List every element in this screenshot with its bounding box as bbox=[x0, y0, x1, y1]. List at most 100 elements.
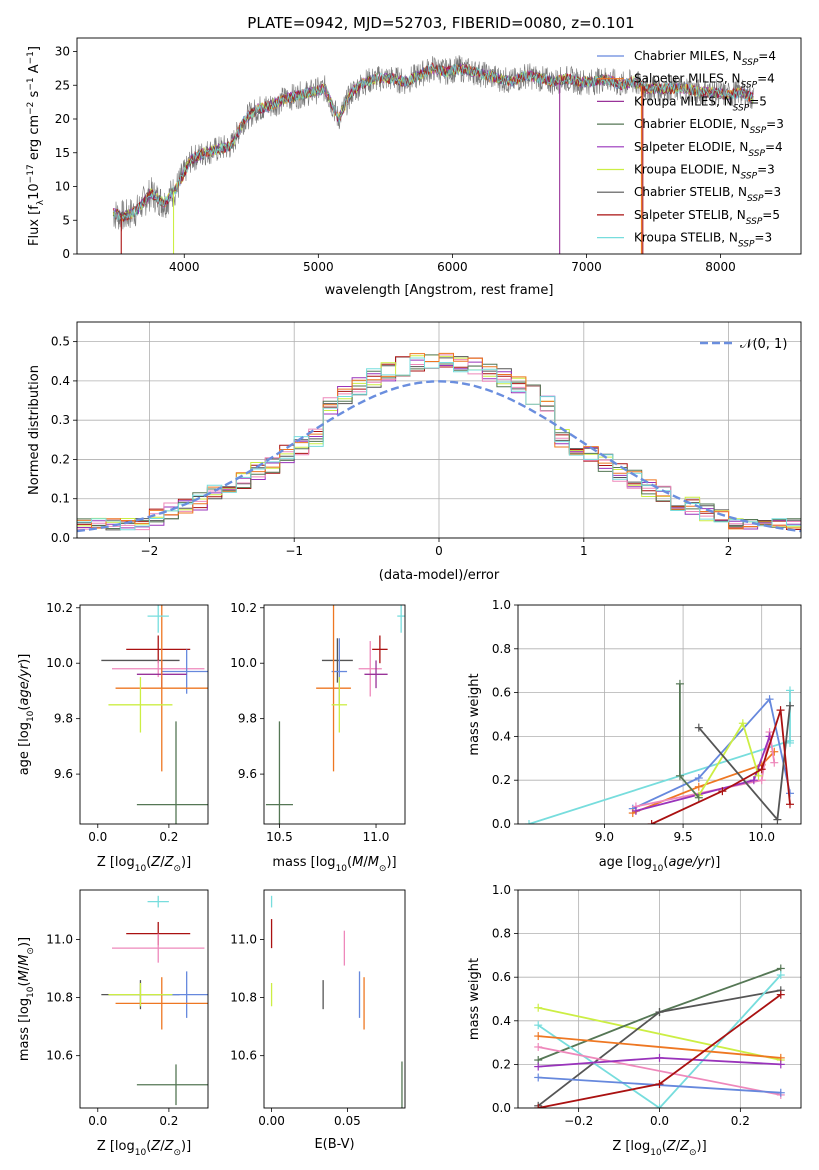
label-part: =3 bbox=[766, 117, 784, 131]
weight-line bbox=[635, 731, 776, 808]
x-tick-label: 6000 bbox=[437, 260, 468, 274]
x-tick-label: 10.0 bbox=[748, 830, 775, 844]
y-tick-label: 1.0 bbox=[492, 883, 511, 897]
label-part: / bbox=[676, 1139, 681, 1154]
y-tick-label: 0.0 bbox=[492, 817, 511, 831]
weight-line bbox=[651, 709, 791, 824]
axes-mass-weight-vs-Z: −0.2 0.0 0.20.00.20.40.60.81.0Z [log10(Z/Z… bbox=[467, 883, 802, 1158]
label-part: Kroupa ELODIE, N bbox=[634, 163, 741, 177]
label-part: )] bbox=[181, 855, 191, 870]
x-axis-label: Z [log10(Z/Z⊙)] bbox=[97, 1139, 191, 1158]
label-part: age/yr bbox=[668, 855, 711, 870]
plot-area bbox=[518, 890, 801, 1108]
label-part: M bbox=[17, 955, 32, 966]
label-part: SSP bbox=[748, 149, 765, 159]
label-part: Flux [f bbox=[27, 205, 42, 246]
x-tick-label: 0.0 bbox=[88, 830, 107, 844]
label-part: M bbox=[368, 855, 379, 870]
plot-area bbox=[270, 895, 403, 1108]
legend-label: Salpeter ELODIE, NSSP=4 bbox=[634, 140, 783, 159]
label-part: / bbox=[160, 1139, 165, 1154]
x-tick-label: 2 bbox=[725, 544, 733, 558]
label-part: )] bbox=[181, 1139, 191, 1154]
axes-frame bbox=[79, 889, 209, 1109]
label-part: Chabrier STELIB, N bbox=[634, 185, 747, 199]
legend-label: Chabrier MILES, NSSP=4 bbox=[634, 49, 776, 68]
label-part: Chabrier ELODIE, N bbox=[634, 117, 750, 131]
label-part: Z bbox=[150, 855, 161, 870]
x-axis-label: age [log10(age/yr)] bbox=[599, 855, 721, 874]
weight-line bbox=[538, 1046, 781, 1096]
y-tick-label: 10.6 bbox=[46, 1049, 73, 1063]
label-part: 10 bbox=[26, 986, 36, 998]
label-part: 10 bbox=[650, 1148, 662, 1158]
figure-title: PLATE=0942, MJD=52703, FIBERID=0080, z=0… bbox=[247, 14, 634, 32]
label-part: SSP bbox=[741, 172, 758, 182]
x-tick-label: 0.2 bbox=[731, 1114, 750, 1128]
label-part: ( bbox=[17, 981, 32, 986]
y-tick-label: 11.0 bbox=[46, 932, 73, 946]
axes-frame bbox=[517, 889, 802, 1109]
label-part: ⊙ bbox=[379, 864, 387, 874]
y-tick-label: 10.8 bbox=[230, 991, 257, 1005]
label-part: SSP bbox=[733, 103, 750, 113]
label-part: ( bbox=[146, 855, 151, 870]
label-part: λ bbox=[36, 199, 46, 205]
weight-line bbox=[537, 974, 782, 1108]
x-tick-label: 4000 bbox=[169, 260, 200, 274]
y-tick-label: 0.5 bbox=[51, 335, 70, 349]
y-axis-label: mass weight bbox=[467, 958, 482, 1040]
x-tick-label: 0.0 bbox=[650, 1114, 669, 1128]
label-part: 10 bbox=[27, 183, 42, 200]
label-part: SSP bbox=[742, 58, 759, 68]
y-tick-label: 0.4 bbox=[492, 1014, 511, 1028]
y-tick-label: 0.2 bbox=[492, 773, 511, 787]
axes-frame bbox=[263, 604, 406, 825]
label-part: ( bbox=[347, 855, 352, 870]
axes-mass-vs-Z: 0.0 0.210.610.811.0Z [log10(Z/Z⊙)]mass [l… bbox=[17, 889, 209, 1158]
label-part: ( bbox=[17, 706, 32, 711]
legend-label: Kroupa STELIB, NSSP=3 bbox=[634, 231, 772, 250]
label-part: )] bbox=[710, 855, 720, 870]
y-tick-label: 0.8 bbox=[492, 927, 511, 941]
label-part: ⊙ bbox=[173, 1148, 181, 1158]
x-tick-label: 0.05 bbox=[334, 1114, 361, 1128]
axes-mass-vs-EBV: 0.00 0.05 10.6 10.8 11.0 E(B-V) bbox=[230, 889, 406, 1152]
y-tick-label: 0.8 bbox=[492, 642, 511, 656]
label-part: mass [log bbox=[17, 998, 32, 1061]
axes-frame bbox=[517, 604, 802, 825]
label-part: =3 bbox=[757, 163, 775, 177]
label-part: =3 bbox=[764, 185, 782, 199]
label-part: ( bbox=[663, 855, 668, 870]
label-part: −1 bbox=[26, 77, 36, 90]
label-part: −2 bbox=[26, 102, 36, 115]
model-spectrum-line bbox=[112, 63, 754, 222]
x-tick-label: 8000 bbox=[705, 260, 736, 274]
axes-spectrum: 4000 5000 6000 7000 8000 0 5 10 15 20 25 30 waveleng… bbox=[26, 37, 802, 298]
label-part: −17 bbox=[26, 164, 36, 183]
y-tick-label: 9.6 bbox=[238, 767, 257, 781]
x-axis-label: E(B-V) bbox=[314, 1137, 354, 1152]
x-tick-label: 0.2 bbox=[159, 1114, 178, 1128]
x-tick-label: 7000 bbox=[571, 260, 602, 274]
label-part: age [log bbox=[17, 722, 32, 775]
weight-line bbox=[538, 1035, 781, 1059]
x-tick-label: 0.2 bbox=[159, 830, 178, 844]
y-tick-label: 0.2 bbox=[51, 452, 70, 466]
axes-mass-weight-vs-age: 9.0 9.5 10.0 0.0 0.2 0.4 0.6 0.8 1.0 age [log10(a… bbox=[467, 598, 802, 874]
x-tick-label: 0 bbox=[435, 544, 443, 558]
label-part: ⊙ bbox=[26, 947, 36, 955]
label-part: =4 bbox=[765, 140, 783, 154]
x-tick-label: 0.0 bbox=[88, 1114, 107, 1128]
label-part: age/yr bbox=[17, 662, 32, 705]
x-tick-label: 9.5 bbox=[674, 830, 693, 844]
y-tick-label: 15 bbox=[55, 146, 70, 160]
label-part: =4 bbox=[757, 72, 775, 86]
label-part: Salpeter STELIB, N bbox=[634, 208, 746, 222]
legend-label: Kroupa MILES, NSSP=5 bbox=[634, 94, 767, 113]
label-part: SSP bbox=[738, 240, 755, 250]
y-tick-label: 10.0 bbox=[230, 656, 257, 670]
y-axis-label: age [log10(age/yr)] bbox=[17, 654, 36, 776]
